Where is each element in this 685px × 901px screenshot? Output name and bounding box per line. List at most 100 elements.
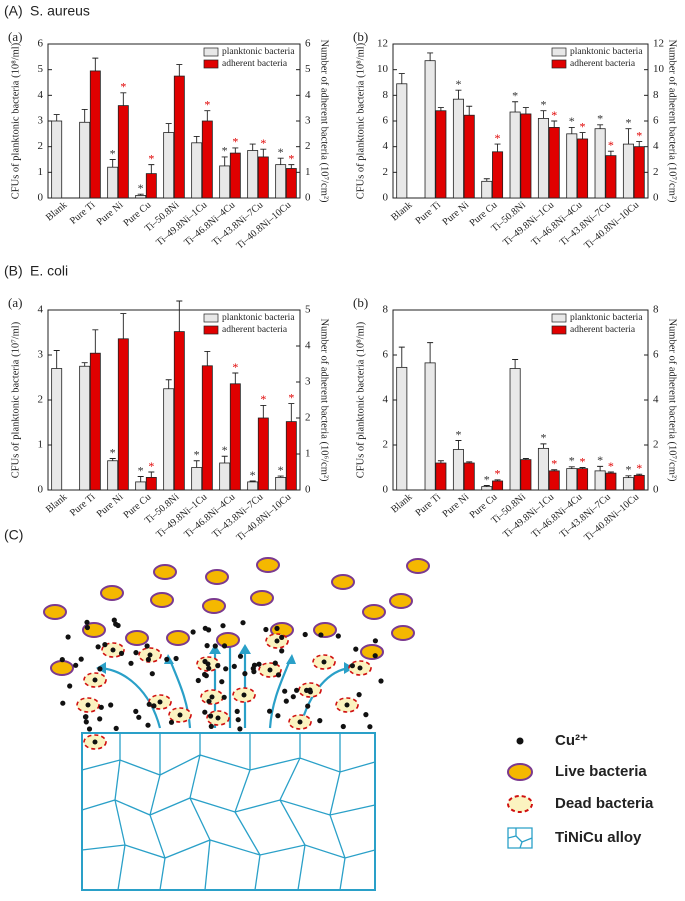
y-tick-label: 3 <box>38 349 44 361</box>
error-bar <box>625 475 632 478</box>
cu-ion <box>378 678 384 684</box>
error-bar <box>551 469 558 471</box>
cu-ion <box>59 657 65 663</box>
cu-ion <box>86 726 93 732</box>
cu-ion <box>206 665 212 671</box>
cu-ion <box>118 650 125 657</box>
error-bar <box>427 342 434 363</box>
y2-tick-label: 4 <box>305 89 311 101</box>
bar <box>257 417 269 491</box>
bar <box>173 75 185 199</box>
significance-mark: * <box>455 427 461 441</box>
cu-ion <box>256 661 262 667</box>
cu-ion <box>353 646 359 652</box>
bar <box>275 476 287 491</box>
error-bar <box>483 178 490 182</box>
significance-mark: * <box>551 457 557 471</box>
error-bar <box>204 350 211 366</box>
y2-tick-label: 5 <box>305 63 311 75</box>
error-bar <box>81 362 88 367</box>
bar <box>605 155 617 199</box>
legend-text: TiNiCu alloy <box>555 829 642 846</box>
significance-mark: * <box>278 145 284 159</box>
y2-tick-label: 8 <box>653 304 659 316</box>
live-bacterium <box>43 604 67 620</box>
error-bar <box>427 52 434 61</box>
error-bar <box>512 359 519 369</box>
bar <box>492 480 504 491</box>
bar <box>520 459 532 491</box>
y2-tick-label: 2 <box>305 412 311 424</box>
bar <box>163 388 175 491</box>
cu-ion <box>146 701 152 707</box>
bar <box>135 481 147 491</box>
dead-core <box>85 702 91 708</box>
cu-ion <box>251 669 257 675</box>
error-bar <box>277 157 284 165</box>
panel-label: (A) <box>4 3 23 19</box>
error-bar <box>522 458 529 460</box>
live-bacterium <box>100 585 124 601</box>
cu-ion <box>242 671 248 677</box>
bar <box>275 164 287 199</box>
dead-core <box>274 638 280 644</box>
alloy-grains <box>81 733 376 891</box>
error-bar <box>288 403 295 422</box>
y2-tick-label: 0 <box>653 192 659 204</box>
cu-ion <box>367 724 373 730</box>
legend-swatch <box>203 325 219 335</box>
error-bar <box>522 107 529 114</box>
bar <box>201 365 213 491</box>
error-bar <box>466 105 473 116</box>
significance-mark: * <box>625 115 631 129</box>
y-tick-label: 1 <box>38 166 44 178</box>
y-tick-label: 0 <box>383 192 389 204</box>
y2-tick-label: 0 <box>653 484 659 496</box>
dead-core <box>344 702 350 708</box>
bar <box>424 362 436 491</box>
cu-ion <box>302 631 308 638</box>
cu-ion <box>82 714 89 720</box>
error-bar <box>568 466 575 469</box>
x-tick-label: Pure Ni <box>441 199 472 227</box>
bar <box>51 120 63 199</box>
bar <box>548 470 560 491</box>
bar <box>492 151 504 199</box>
error-bar <box>607 471 614 474</box>
error-bar <box>597 124 604 129</box>
significance-mark: * <box>110 445 116 459</box>
bar <box>219 165 231 199</box>
cu-ion <box>84 624 90 631</box>
bar <box>577 138 589 199</box>
chart: (b) 0 2 4 6 8 0 2 4 6 8 CFUs of planktonic bacteria… <box>353 295 678 544</box>
bar <box>396 366 408 491</box>
y2-tick-label: 1 <box>305 166 311 178</box>
cu-ion <box>202 671 208 678</box>
error-bar <box>204 110 211 121</box>
live-bacterium <box>389 593 413 609</box>
significance-mark: * <box>551 108 557 122</box>
y2-axis-label: Number of adherent bacteria (10⁷/cm²) <box>667 39 678 203</box>
legend-swatch <box>551 59 567 69</box>
bar <box>435 462 447 491</box>
significance-mark: * <box>597 453 603 467</box>
dead-core <box>92 677 98 683</box>
significance-mark: * <box>608 138 614 152</box>
error-bar <box>221 156 228 166</box>
significance-mark: * <box>625 463 631 477</box>
chart-label: (a) <box>8 295 22 310</box>
legend-dead-icon <box>507 795 533 813</box>
y-tick-label: 6 <box>383 115 389 127</box>
live-bacterium <box>216 632 240 648</box>
error-bar <box>455 440 462 450</box>
y2-tick-label: 6 <box>305 38 311 50</box>
significance-mark: * <box>288 390 294 404</box>
cu-ion <box>83 719 89 725</box>
error-bar <box>551 120 558 128</box>
error-bar <box>260 404 267 418</box>
cu-ion <box>263 626 269 633</box>
significance-mark: * <box>569 454 575 468</box>
cu-ion <box>98 704 104 710</box>
y-tick-label: 4 <box>383 140 389 152</box>
